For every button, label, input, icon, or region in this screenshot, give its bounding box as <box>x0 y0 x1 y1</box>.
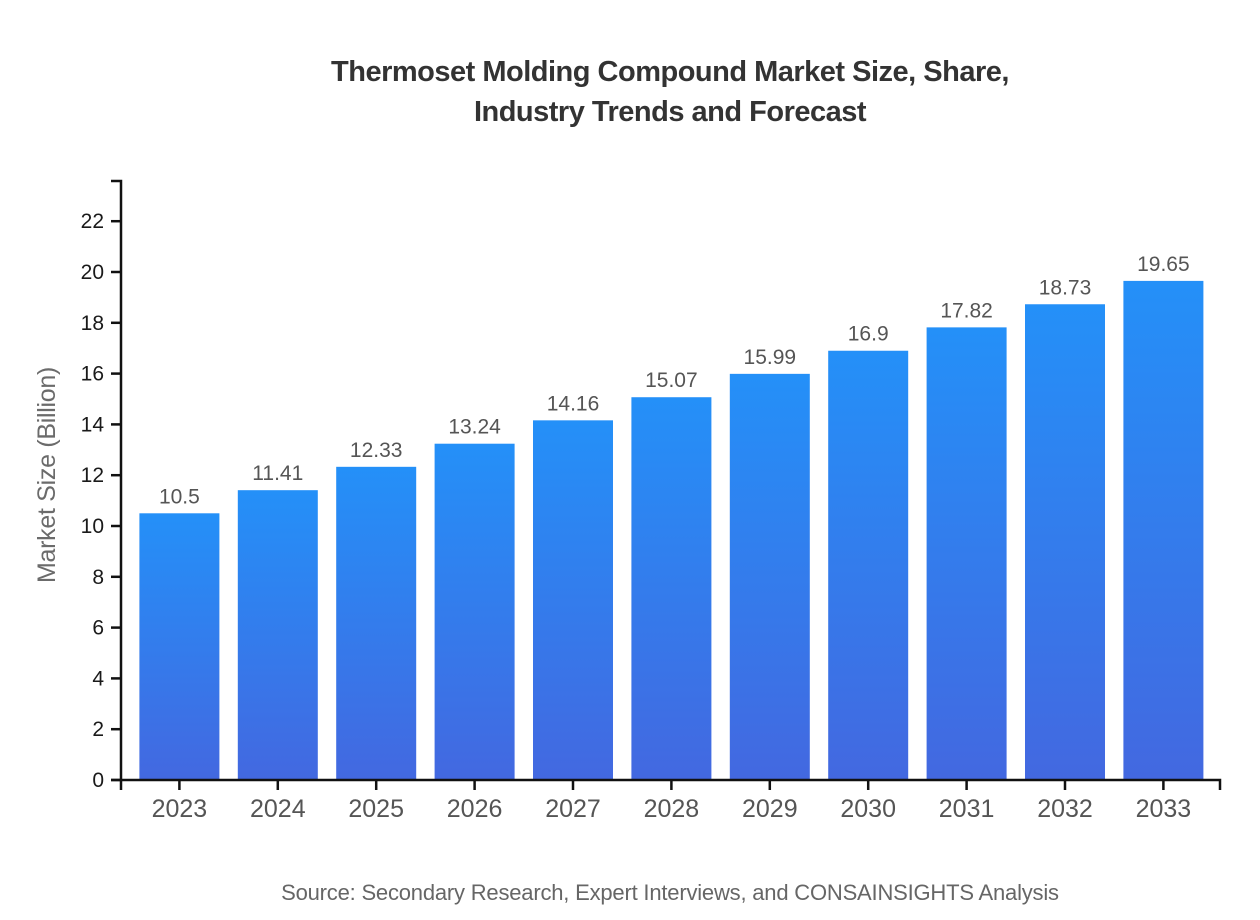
y-tick-label: 6 <box>92 617 104 640</box>
bars-group <box>139 280 1204 781</box>
chart-title-line-2: Industry Trends and Forecast <box>474 96 867 128</box>
y-tick-label: 20 <box>81 261 104 284</box>
x-tick-label: 2030 <box>840 795 896 823</box>
y-tick-label: 4 <box>92 667 104 690</box>
bar-2031 <box>926 327 1007 781</box>
bar-value-label: 16.9 <box>848 323 889 346</box>
bar-2030 <box>828 350 909 781</box>
bar-2028 <box>631 397 712 781</box>
bar-value-label: 19.65 <box>1137 253 1190 276</box>
chart-title-line-1: Thermoset Molding Compound Market Size, … <box>331 56 1009 88</box>
bar-value-labels-group: 10.5 11.41 12.33 13.24 14.16 15.07 15.99 16.9 17… <box>159 253 1190 508</box>
bar-value-label: 13.24 <box>448 416 501 439</box>
bar-2023 <box>139 513 220 781</box>
x-axis: 2023 2024 2025 2026 2027 2028 2029 2030 2031 2032… <box>119 778 1222 823</box>
bar-2029 <box>729 373 810 781</box>
bar-value-label: 11.41 <box>252 462 303 485</box>
bar-2026 <box>434 443 515 781</box>
source-note: Source: Secondary Research, Expert Inter… <box>281 880 1059 905</box>
x-tick-label: 2025 <box>348 795 404 823</box>
bar-2032 <box>1025 304 1105 781</box>
y-tick-label: 16 <box>81 363 104 386</box>
bar-value-label: 15.99 <box>744 346 797 369</box>
y-tick-label: 18 <box>81 312 104 335</box>
x-tick-label: 2033 <box>1136 795 1192 823</box>
y-tick-label: 10 <box>81 515 104 538</box>
bar-2027 <box>533 420 613 781</box>
bar-value-label: 12.33 <box>350 439 403 462</box>
y-tick-label: 8 <box>92 566 104 589</box>
bar-value-label: 14.16 <box>547 392 600 415</box>
y-axis: 0 2 4 6 8 10 12 14 16 18 20 22 <box>81 179 123 792</box>
x-tick-label: 2023 <box>152 795 208 823</box>
x-tick-label: 2029 <box>742 795 798 823</box>
bar-2033 <box>1123 280 1204 781</box>
x-tick-label: 2031 <box>939 795 995 823</box>
y-tick-label: 0 <box>92 769 104 792</box>
bar-value-label: 10.5 <box>159 485 200 508</box>
x-tick-label: 2024 <box>250 795 306 823</box>
y-tick-label: 2 <box>92 718 104 741</box>
x-tick-label: 2032 <box>1037 795 1093 823</box>
x-tick-label: 2028 <box>644 795 700 823</box>
bar-2025 <box>336 466 417 781</box>
y-tick-label: 22 <box>81 210 104 233</box>
y-axis-title: Market Size (Billion) <box>33 367 61 583</box>
bar-2024 <box>237 490 318 781</box>
y-tick-label: 14 <box>81 413 105 436</box>
x-tick-label: 2026 <box>447 795 503 823</box>
bar-value-label: 15.07 <box>645 369 698 392</box>
x-tick-label: 2027 <box>545 795 601 823</box>
y-tick-label: 12 <box>81 464 104 487</box>
bar-value-label: 18.73 <box>1039 276 1092 299</box>
bar-value-label: 17.82 <box>940 299 993 322</box>
